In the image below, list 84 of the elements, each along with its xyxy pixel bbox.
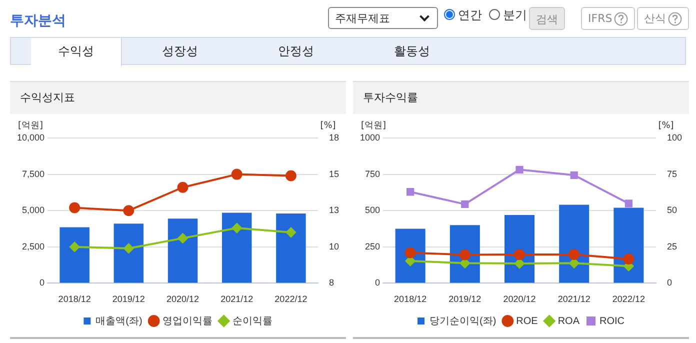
legend-label: 매출액(좌) — [96, 316, 142, 327]
text: 안정성 — [277, 43, 315, 60]
y2-axis-title: [%] — [658, 120, 674, 131]
text: 검색 — [529, 7, 565, 30]
y2-tick-label: 18 — [328, 132, 340, 142]
point — [514, 258, 525, 268]
legend-label: ROIC — [600, 316, 624, 327]
point — [514, 248, 526, 260]
bar — [60, 227, 90, 283]
x-tick-label: 2018/12 — [394, 294, 427, 304]
point — [459, 249, 470, 260]
legend-label: 순이익률 — [232, 316, 272, 327]
text: IFRS — [588, 12, 612, 25]
point — [516, 166, 524, 174]
text: 활동성 — [393, 43, 431, 60]
chart-title: 수익성지표 — [10, 81, 346, 114]
point — [124, 243, 134, 254]
point — [231, 168, 242, 180]
bar — [168, 218, 198, 283]
point — [404, 247, 416, 258]
x-tick-label: 2018/12 — [58, 294, 91, 304]
x-tick-label: 2020/12 — [503, 294, 536, 304]
y-tick-label: 2,500 — [22, 241, 45, 252]
y-tick-label: 1000 — [360, 132, 380, 142]
x-tick-label: 2021/12 — [558, 294, 590, 304]
y2-tick-label: 13 — [328, 205, 340, 216]
point — [123, 205, 134, 216]
x-tick-label: 2022/12 — [612, 294, 645, 304]
dropdown-select: 주재무제표 — [328, 7, 438, 29]
text: 분기 — [503, 7, 527, 24]
point — [623, 253, 634, 264]
point — [461, 200, 469, 208]
y2-tick-label: 50 — [666, 205, 677, 216]
point — [178, 233, 188, 244]
point — [177, 182, 188, 193]
y2-tick-label: 10 — [328, 241, 340, 252]
bar — [614, 208, 644, 283]
point — [406, 188, 414, 196]
point — [69, 202, 80, 214]
x-tick-label: 2021/12 — [220, 294, 254, 304]
legend-label: ROA — [558, 316, 580, 327]
point — [460, 258, 470, 268]
text: 수익성 — [31, 38, 122, 66]
y-tick-label: 0 — [375, 278, 380, 288]
text: 성장성 — [161, 43, 199, 60]
y2-tick-label: 15 — [328, 168, 340, 179]
text: 연간 — [458, 7, 482, 24]
point — [70, 242, 80, 252]
legend-label: 당기순이익(좌) — [430, 316, 496, 327]
y2-tick-label: 8 — [328, 278, 334, 288]
y-tick-label: 750 — [364, 168, 380, 179]
y-axis-title: [억원] — [361, 120, 386, 131]
point — [286, 227, 296, 238]
y-tick-label: 0 — [40, 278, 45, 288]
y-tick-label: 250 — [364, 241, 380, 252]
bar — [276, 214, 306, 283]
y2-tick-label: 0 — [666, 278, 672, 288]
point — [570, 171, 578, 179]
y-tick-label: 10,000 — [16, 132, 45, 142]
x-tick-label: 2019/12 — [448, 294, 482, 304]
x-tick-label: 2020/12 — [166, 294, 200, 304]
y2-tick-label: 100 — [666, 132, 682, 142]
y2-tick-label: 25 — [666, 241, 677, 252]
bar — [222, 212, 252, 283]
text: 산식 — [644, 11, 666, 26]
chart-title: 투자수익률 — [353, 81, 689, 114]
point — [568, 248, 580, 260]
y-tick-label: 7,500 — [22, 168, 45, 179]
y2-axis-title: [%] — [320, 120, 336, 131]
y-axis-title: [억원] — [18, 120, 44, 131]
y-tick-label: 500 — [364, 205, 380, 216]
bar — [559, 204, 590, 283]
y-tick-label: 5,000 — [22, 205, 45, 216]
x-tick-label: 2019/12 — [112, 294, 145, 304]
point — [232, 223, 242, 234]
y2-tick-label: 75 — [666, 168, 677, 179]
point — [569, 258, 580, 268]
bar — [114, 224, 144, 283]
text: 투자분석 — [10, 12, 66, 30]
point — [285, 170, 296, 182]
legend-label: ROE — [516, 316, 538, 327]
legend-label: 영업이익률 — [162, 316, 212, 327]
point — [624, 200, 633, 208]
x-tick-label: 2022/12 — [274, 294, 308, 304]
